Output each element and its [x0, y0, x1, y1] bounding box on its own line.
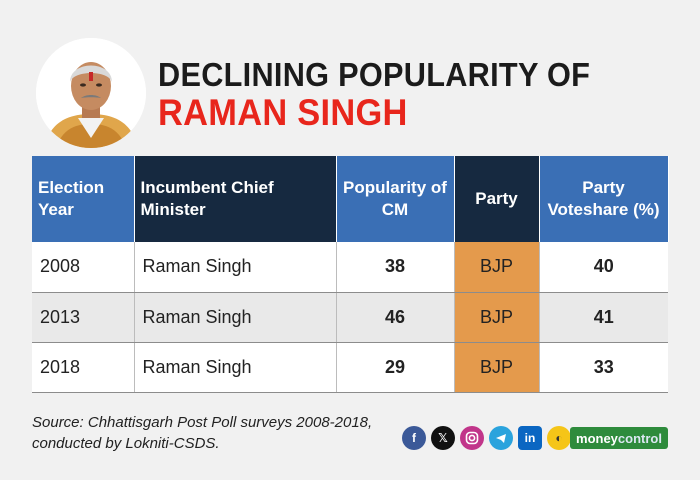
table-header-row: Election Year Incumbent Chief Minister P…: [32, 156, 669, 242]
cell-popularity: 29: [336, 342, 455, 393]
table-row: 2018 Raman Singh 29 BJP 33: [32, 342, 668, 393]
cell-party: BJP: [454, 292, 540, 343]
telegram-icon[interactable]: [489, 426, 513, 450]
facebook-icon[interactable]: f: [402, 426, 426, 450]
cell-year: 2013: [32, 292, 135, 343]
cell-party: BJP: [454, 242, 540, 293]
cell-popularity: 46: [336, 292, 455, 343]
source-line-1: Source: Chhattisgarh Post Poll surveys 2…: [32, 414, 373, 431]
cell-cm: Raman Singh: [134, 292, 337, 343]
header-party: Party: [454, 156, 540, 242]
cell-cm: Raman Singh: [134, 342, 337, 393]
source-note: Source: Chhattisgarh Post Poll surveys 2…: [32, 412, 372, 454]
cell-voteshare: 41: [539, 292, 668, 343]
header-election-year: Election Year: [32, 156, 135, 242]
table-row: 2013 Raman Singh 46 BJP 41: [32, 292, 668, 343]
cell-year: 2018: [32, 342, 135, 393]
header-popularity: Popularity of CM: [336, 156, 455, 242]
title-line-1: DECLINING POPULARITY OF: [158, 56, 591, 93]
cell-party: BJP: [454, 342, 540, 393]
portrait-avatar: [36, 38, 146, 148]
brand-part-2: control: [617, 430, 662, 446]
cell-year: 2008: [32, 242, 135, 293]
instagram-icon[interactable]: [460, 426, 484, 450]
title-line-2: RAMAN SINGH: [158, 92, 408, 133]
x-icon[interactable]: 𝕏: [431, 426, 455, 450]
linkedin-icon[interactable]: in: [518, 426, 542, 450]
cell-voteshare: 33: [539, 342, 668, 393]
source-line-2: conducted by Lokniti-CSDS.: [32, 435, 220, 452]
cell-popularity: 38: [336, 242, 455, 293]
popularity-table: Election Year Incumbent Chief Minister P…: [32, 156, 669, 393]
social-icons: f 𝕏 in ◐: [402, 426, 571, 450]
koo-icon[interactable]: ◐: [547, 426, 571, 450]
brand-part-1: money: [576, 430, 618, 446]
person-portrait-image: [36, 38, 146, 148]
header-voteshare: Party Voteshare (%): [539, 156, 669, 242]
cell-voteshare: 40: [539, 242, 668, 293]
moneycontrol-logo[interactable]: money control: [570, 427, 668, 449]
table-row: 2008 Raman Singh 38 BJP 40: [32, 242, 668, 293]
header-incumbent-cm: Incumbent Chief Minister: [134, 156, 337, 242]
cell-cm: Raman Singh: [134, 242, 337, 293]
